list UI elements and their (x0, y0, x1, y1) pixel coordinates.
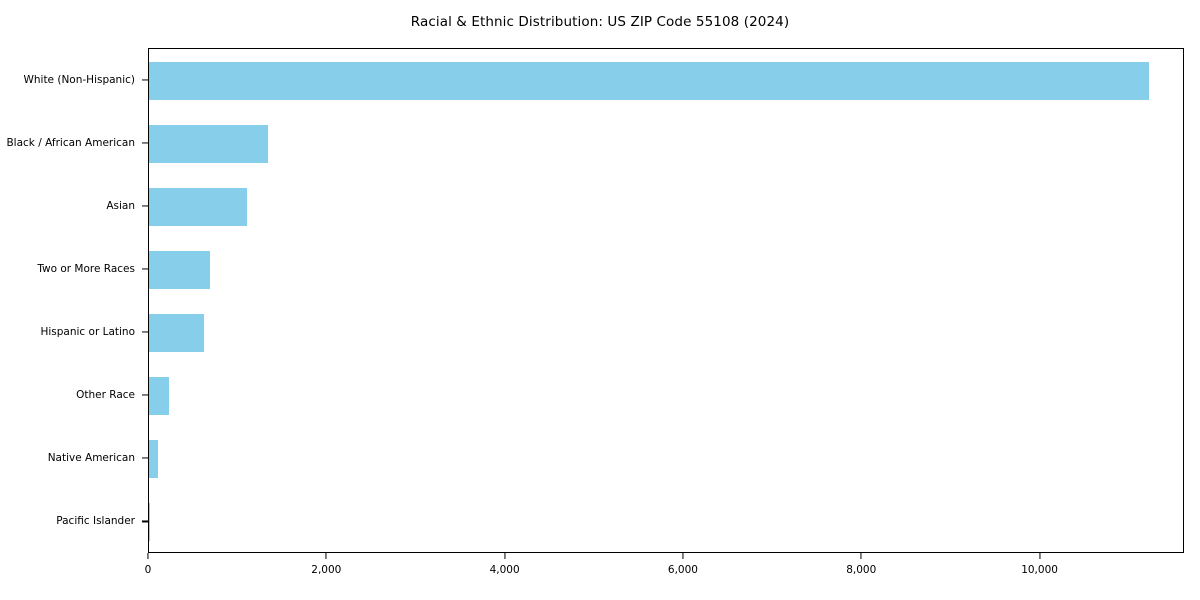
y-tick-label: Black / African American (6, 136, 135, 149)
y-tick-label: Other Race (76, 389, 135, 402)
x-tick-mark (325, 553, 327, 559)
y-tick-mark (142, 331, 148, 333)
bar (149, 124, 268, 163)
y-tick-label: Hispanic or Latino (40, 326, 135, 339)
chart-title: Racial & Ethnic Distribution: US ZIP Cod… (410, 14, 790, 30)
y-tick-mark (142, 79, 148, 81)
y-tick-mark (142, 142, 148, 144)
x-tick-label: 8,000 (846, 564, 877, 576)
x-tick-mark (504, 553, 506, 559)
bar (149, 187, 248, 226)
y-tick-label: Pacific Islander (56, 515, 135, 528)
x-tick-mark (1039, 553, 1041, 559)
bars-layer (149, 49, 1183, 552)
bar (149, 377, 170, 416)
bar (149, 314, 204, 353)
x-tick-label: 4,000 (489, 564, 520, 576)
y-tick-mark (142, 205, 148, 207)
bar (149, 440, 158, 479)
y-tick-label: Native American (47, 452, 135, 465)
y-tick-mark (142, 268, 148, 270)
x-tick-mark (682, 553, 684, 559)
y-axis: White (Non-Hispanic) Black / African Amer… (0, 48, 148, 553)
x-tick-label: 0 (144, 564, 152, 576)
x-tick-mark (860, 553, 862, 559)
plot-area (148, 48, 1184, 553)
y-tick-label: Two or More Races (37, 262, 135, 275)
y-tick-mark (142, 457, 148, 459)
x-tick-label: 10,000 (1021, 564, 1058, 576)
y-tick-mark (142, 520, 148, 522)
x-tick-label: 2,000 (311, 564, 342, 576)
x-tick-label: 6,000 (667, 564, 698, 576)
bar (149, 503, 150, 542)
x-tick-mark (147, 553, 149, 559)
y-tick-label: White (Non-Hispanic) (23, 73, 135, 86)
y-tick-label: Asian (106, 199, 135, 212)
x-axis: 0 2,000 4,000 6,000 8,000 10,000 (144, 553, 1184, 593)
bar (149, 61, 1150, 100)
y-tick-mark (142, 394, 148, 396)
bar (149, 250, 210, 289)
